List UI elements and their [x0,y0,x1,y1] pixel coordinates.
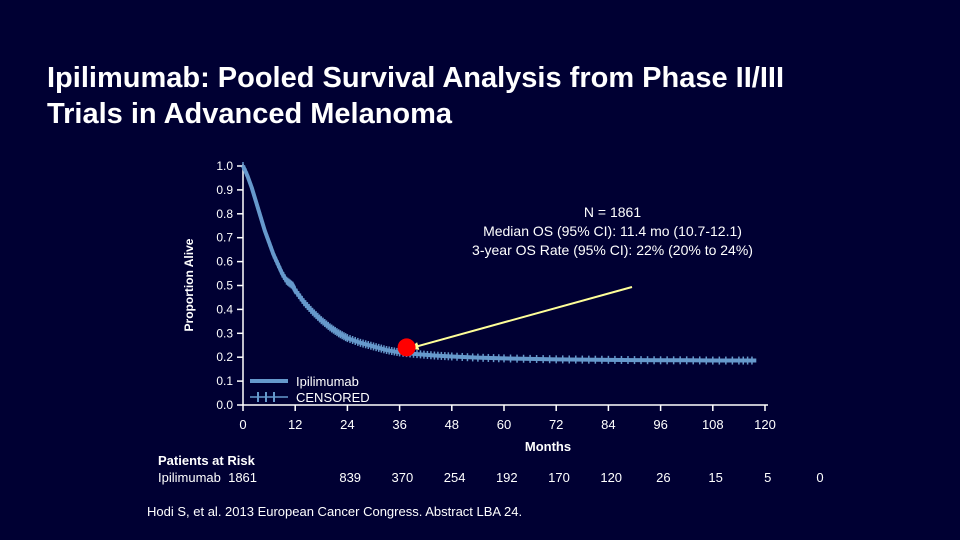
y-tick-label: 0.3 [216,326,233,340]
risk-count-7: 26 [656,470,670,485]
annotation-3yr-os: 3-year OS Rate (95% CI): 22% (20% to 24%… [472,242,753,258]
risk-count-5: 170 [548,470,570,485]
y-tick-label: 0.7 [216,231,233,245]
risk-count-0: 1861 [228,470,258,485]
title-line-1: Ipilimumab: Pooled Survival Analysis fro… [47,62,785,94]
annotation-arrow [408,286,633,350]
risk-count-2: 370 [392,470,414,485]
stats-annotation: N = 1861 Median OS (95% CI): 11.4 mo (10… [430,203,795,260]
x-tick-label: 108 [702,417,724,432]
x-tick-label: 96 [653,417,667,432]
risk-count-3: 254 [444,470,466,485]
x-tick-label: 48 [445,417,459,432]
y-tick-label: 0.8 [216,207,233,221]
median-marker-dot [397,338,416,357]
slide-title: Ipilimumab: Pooled Survival Analysis fro… [47,60,927,132]
risk-count-4: 192 [496,470,518,485]
risk-row-label: Ipilimumab 1861 [158,470,257,485]
risk-row-arm: Ipilimumab [158,470,221,485]
citation-footnote: Hodi S, et al. 2013 European Cancer Cong… [147,504,523,519]
survival-curve-line [241,165,757,363]
x-tick-label: 120 [754,417,776,432]
risk-count-9: 5 [764,470,771,485]
y-tick-label: 0.5 [216,279,233,293]
patients-at-risk-title: Patients at Risk [158,453,255,468]
x-tick-label: 72 [549,417,563,432]
y-tick-label: 0.2 [216,350,233,364]
y-tick-label: 0.6 [216,255,233,269]
y-tick-label: 0.9 [216,183,233,197]
x-tick-label: 84 [601,417,615,432]
x-axis-label: Months [525,439,571,454]
y-tick-label: 1.0 [216,159,233,173]
annotation-median-os: Median OS (95% CI): 11.4 mo (10.7-12.1) [483,223,742,239]
risk-count-10: 0 [816,470,823,485]
annotation-n: N = 1861 [583,204,642,220]
y-tick-label: 0.4 [216,302,233,316]
y-tick-label: 0.1 [216,374,233,388]
x-tick-label: 60 [497,417,511,432]
x-tick-label: 24 [340,417,354,432]
x-tick-label: 36 [392,417,406,432]
series-ipilimumab [241,162,757,365]
y-axis-label: Proportion Alive [182,238,196,331]
risk-count-6: 120 [600,470,622,485]
y-tick-label: 0.0 [216,398,233,412]
x-tick-label: 12 [288,417,302,432]
x-tick-label: 0 [239,417,246,432]
legend-label-censored: CENSORED [296,390,370,405]
title-line-2: Trials in Advanced Melanoma [47,98,453,130]
risk-count-8: 15 [708,470,722,485]
legend-label-ipilimumab: Ipilimumab [296,374,359,389]
risk-count-1: 839 [339,470,361,485]
